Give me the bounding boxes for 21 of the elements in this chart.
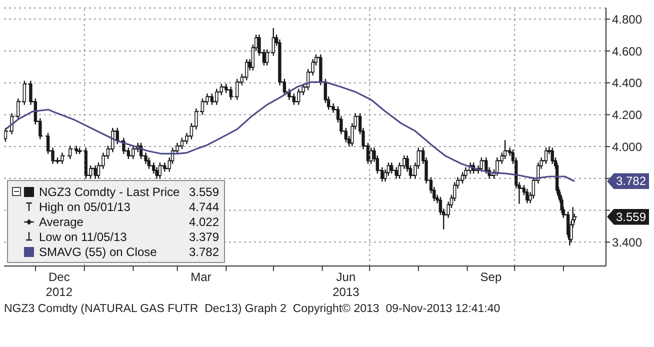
text: High on 05/01/13 4.744 <box>39 200 219 214</box>
legend-label: NGZ3 Comdty - Last Price <box>39 184 181 198</box>
y-tick-label: 3.400 <box>612 235 642 250</box>
x-tick-label: Mar <box>190 270 212 284</box>
text: NGZ3 Comdty (NATURAL GAS FUTR Dec13) Graph 2 Copyright© 2013 09-Nov-2013 12:41:40 <box>4 303 500 315</box>
legend-label: SMAVG (55) on Close <box>39 244 158 258</box>
x-tick-label: Sep <box>480 270 502 284</box>
annotation: 3.782 <box>188 244 219 258</box>
text: Low on 11/05/13 3.379 <box>39 230 219 244</box>
text: Average 4.022 <box>39 214 219 228</box>
y-tick-label: 4.600 <box>612 44 642 58</box>
x-tick-label: Jun 2013 <box>332 270 360 299</box>
line-series <box>4 81 576 182</box>
annotation: 3.559 <box>188 184 219 198</box>
y-tick-label: 4.400 <box>612 76 642 90</box>
y-tick-label: 4.800 <box>612 12 642 26</box>
y-tick-label: 4.000 <box>612 140 642 154</box>
y-tick-label: 4.200 <box>612 108 642 122</box>
text: 3.782 <box>616 174 646 188</box>
x-tick-label: Dec 2012 <box>46 270 73 299</box>
text: 3.559 <box>616 210 646 224</box>
